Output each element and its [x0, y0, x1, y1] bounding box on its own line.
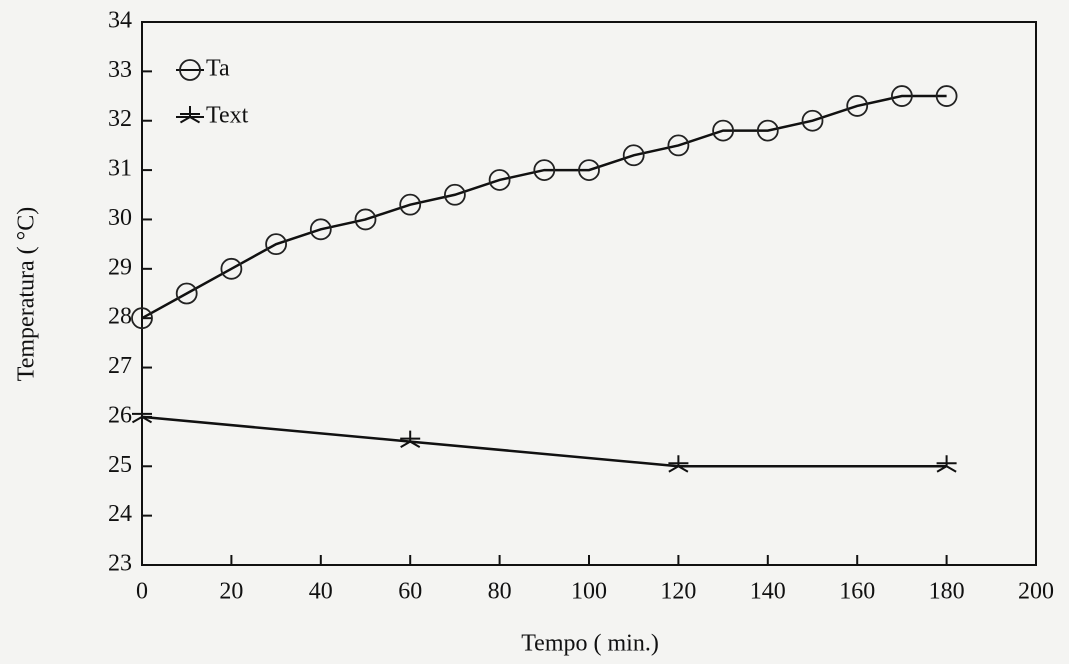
data-point	[891, 85, 913, 107]
legend-label: Text	[206, 103, 249, 129]
y-tick-label: 26	[108, 402, 132, 428]
x-tick-label: 80	[488, 579, 512, 605]
plot-frame	[141, 21, 1037, 566]
legend-marker	[179, 106, 201, 124]
series-line	[141, 415, 947, 468]
data-point	[354, 208, 377, 231]
y-axis-label: Temperatura ( °C)	[14, 207, 40, 382]
data-point	[936, 455, 957, 473]
data-point	[668, 455, 689, 473]
data-point	[309, 218, 332, 241]
data-point	[801, 109, 824, 132]
data-point	[265, 233, 288, 256]
series-line	[141, 94, 947, 320]
y-tick-label: 25	[108, 452, 132, 478]
data-point	[220, 257, 243, 280]
data-point	[578, 159, 600, 181]
x-tick-label: 0	[136, 579, 148, 605]
y-tick-label: 33	[108, 57, 132, 83]
y-tick-label: 30	[108, 205, 132, 231]
data-point	[533, 159, 556, 181]
x-tick-label: 20	[219, 579, 243, 605]
data-point	[667, 134, 690, 157]
y-tick-label: 27	[108, 353, 132, 379]
y-tick-label: 23	[108, 551, 132, 577]
legend-marker	[179, 59, 201, 81]
y-tick-label: 24	[108, 501, 132, 527]
data-point	[712, 119, 734, 142]
x-tick-label: 180	[929, 579, 965, 605]
data-point	[846, 95, 869, 117]
x-tick-label: 160	[839, 579, 875, 605]
data-point	[488, 169, 511, 191]
data-point	[175, 282, 198, 305]
x-tick-label: 100	[571, 579, 607, 605]
y-tick-label: 31	[108, 156, 132, 182]
data-point	[935, 85, 958, 107]
data-point	[622, 144, 645, 167]
data-point	[400, 430, 421, 448]
y-tick-label: 32	[108, 106, 132, 132]
data-point	[131, 307, 153, 330]
x-tick-label: 200	[1018, 579, 1054, 605]
y-tick-label: 34	[108, 8, 132, 34]
data-point	[399, 193, 422, 216]
y-tick-label: 29	[108, 254, 132, 280]
data-point	[131, 405, 153, 424]
x-tick-label: 40	[309, 579, 333, 605]
x-tick-label: 60	[398, 579, 422, 605]
x-tick-label: 120	[660, 579, 696, 605]
x-tick-label: 140	[750, 579, 786, 605]
x-axis-label: Tempo ( min.)	[521, 631, 659, 657]
data-point	[443, 183, 466, 206]
data-point	[756, 119, 779, 142]
y-tick-label: 28	[108, 304, 132, 330]
legend-label: Ta	[206, 56, 230, 82]
